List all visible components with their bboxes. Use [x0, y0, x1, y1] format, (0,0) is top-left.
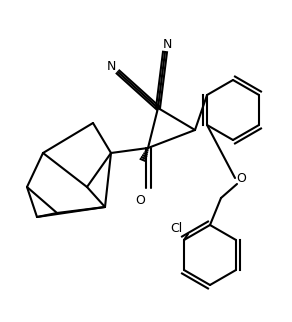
Text: N: N	[106, 60, 116, 72]
Text: Cl: Cl	[170, 222, 182, 234]
Text: N: N	[162, 37, 172, 51]
Text: O: O	[135, 194, 145, 206]
Text: O: O	[236, 172, 246, 185]
